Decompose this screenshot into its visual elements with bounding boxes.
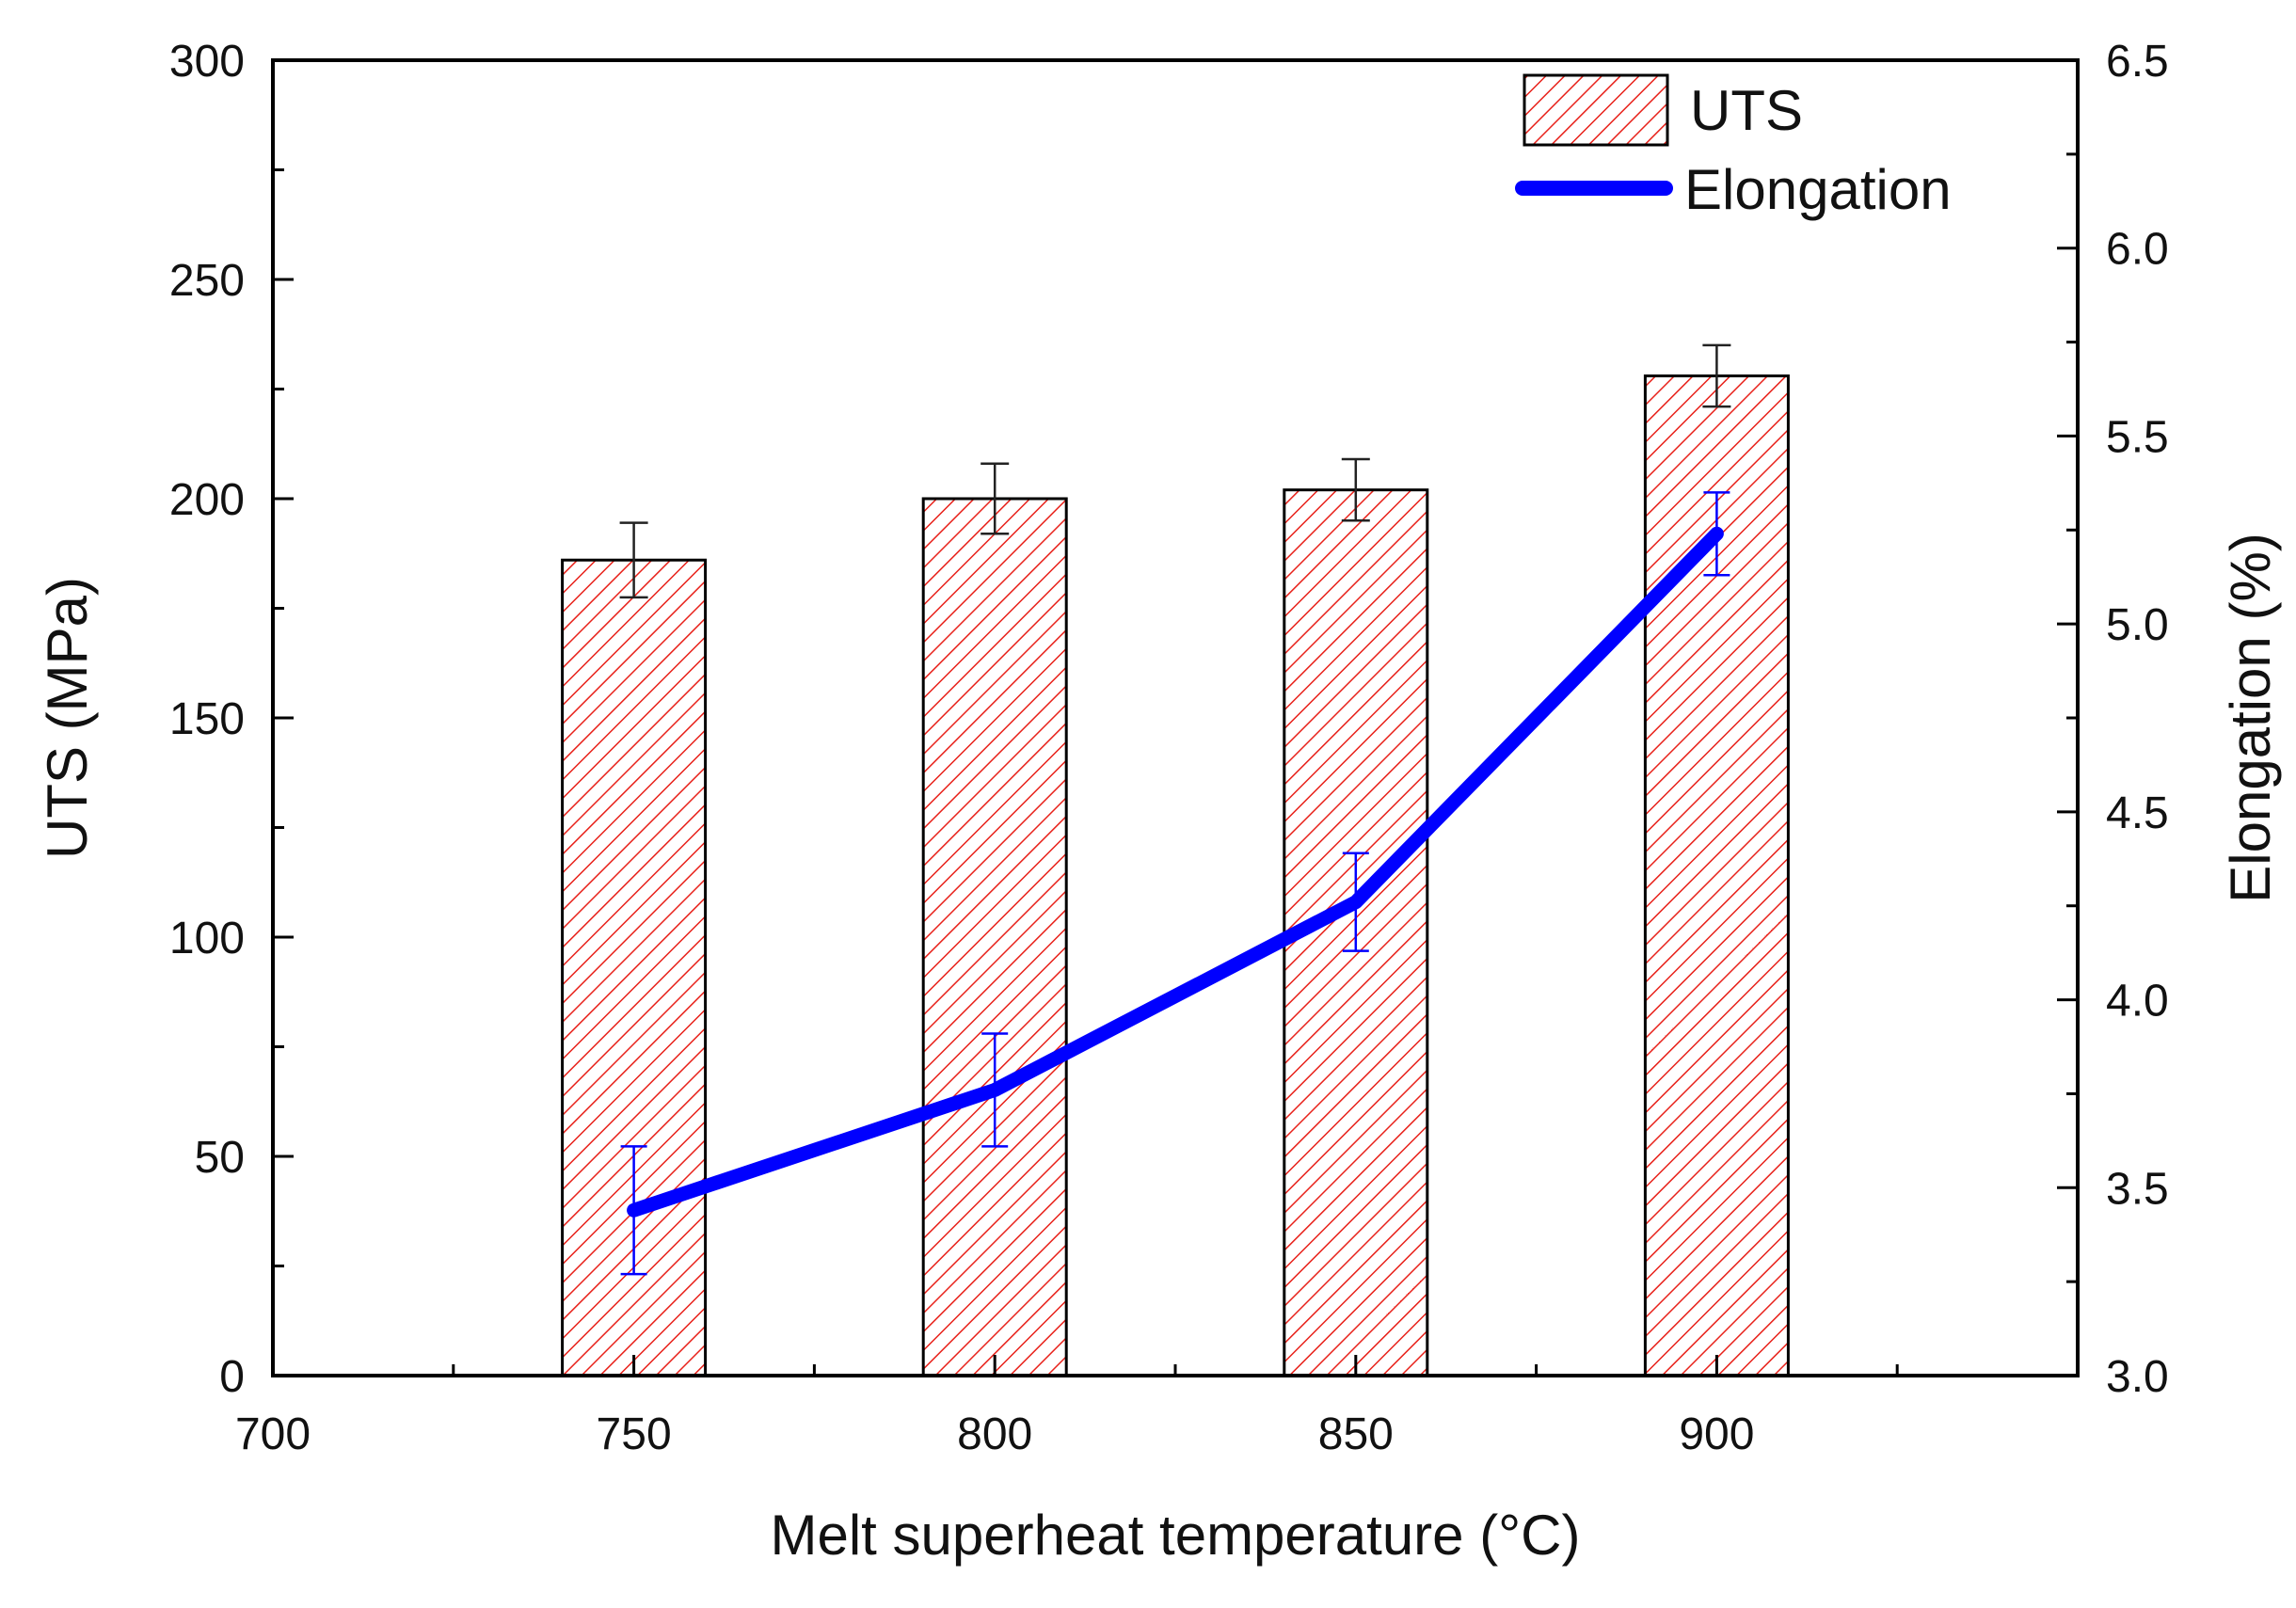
y-right-tick-label: 4.5 <box>2106 788 2169 838</box>
uts-bar <box>921 497 1068 1377</box>
y-right-tick-label: 5.5 <box>2106 412 2169 462</box>
y-left-tick-label: 100 <box>169 914 245 963</box>
y-right-tick-label: 6.0 <box>2106 225 2169 275</box>
legend-uts-label: UTS <box>1690 79 1803 142</box>
y-right-tick-label: 6.5 <box>2106 37 2169 87</box>
y-right-tick-label: 4.0 <box>2106 977 2169 1027</box>
y-left-tick-label: 0 <box>219 1352 245 1402</box>
legend-uts-swatch <box>1523 73 1669 147</box>
y-right-axis-title: Elongation (%) <box>2219 533 2282 903</box>
x-tick-label: 850 <box>1318 1409 1394 1459</box>
y-left-tick-label: 300 <box>169 37 245 87</box>
legend-elongation-label: Elongation <box>1684 158 1952 221</box>
y-right-tick-labels: 3.0 3.5 4.0 4.5 5.0 5.5 6.0 6.5 <box>2106 37 2169 1402</box>
x-tick-label: 900 <box>1679 1409 1754 1459</box>
y-left-tick-labels: 0 50 100 150 200 250 300 <box>169 37 245 1402</box>
x-tick-labels: 700 750 800 850 900 <box>235 1409 1754 1459</box>
y-left-tick-label: 50 <box>195 1133 245 1183</box>
uts-error-bars <box>619 343 1731 599</box>
y-left-tick-label: 150 <box>169 694 245 744</box>
x-tick-label: 800 <box>957 1409 1032 1459</box>
y-right-tick-label: 3.5 <box>2106 1164 2169 1214</box>
y-left-tick-label: 200 <box>169 475 245 525</box>
axis-ticks <box>271 58 2080 1377</box>
legend: UTS Elongation <box>1515 73 1952 221</box>
y-left-axis-title: UTS (MPa) <box>36 577 99 859</box>
elongation-series-line <box>627 526 1724 1218</box>
uts-bars <box>561 374 1790 1377</box>
y-right-tick-label: 5.0 <box>2106 600 2169 650</box>
plot-frame <box>271 58 2080 1377</box>
y-right-tick-label: 3.0 <box>2106 1352 2169 1402</box>
y-left-tick-label: 250 <box>169 256 245 306</box>
x-tick-label: 750 <box>597 1409 672 1459</box>
x-axis-title: Melt superheat temperature (°C) <box>770 1504 1580 1567</box>
x-tick-label: 700 <box>235 1409 311 1459</box>
elongation-line <box>627 526 1724 1218</box>
